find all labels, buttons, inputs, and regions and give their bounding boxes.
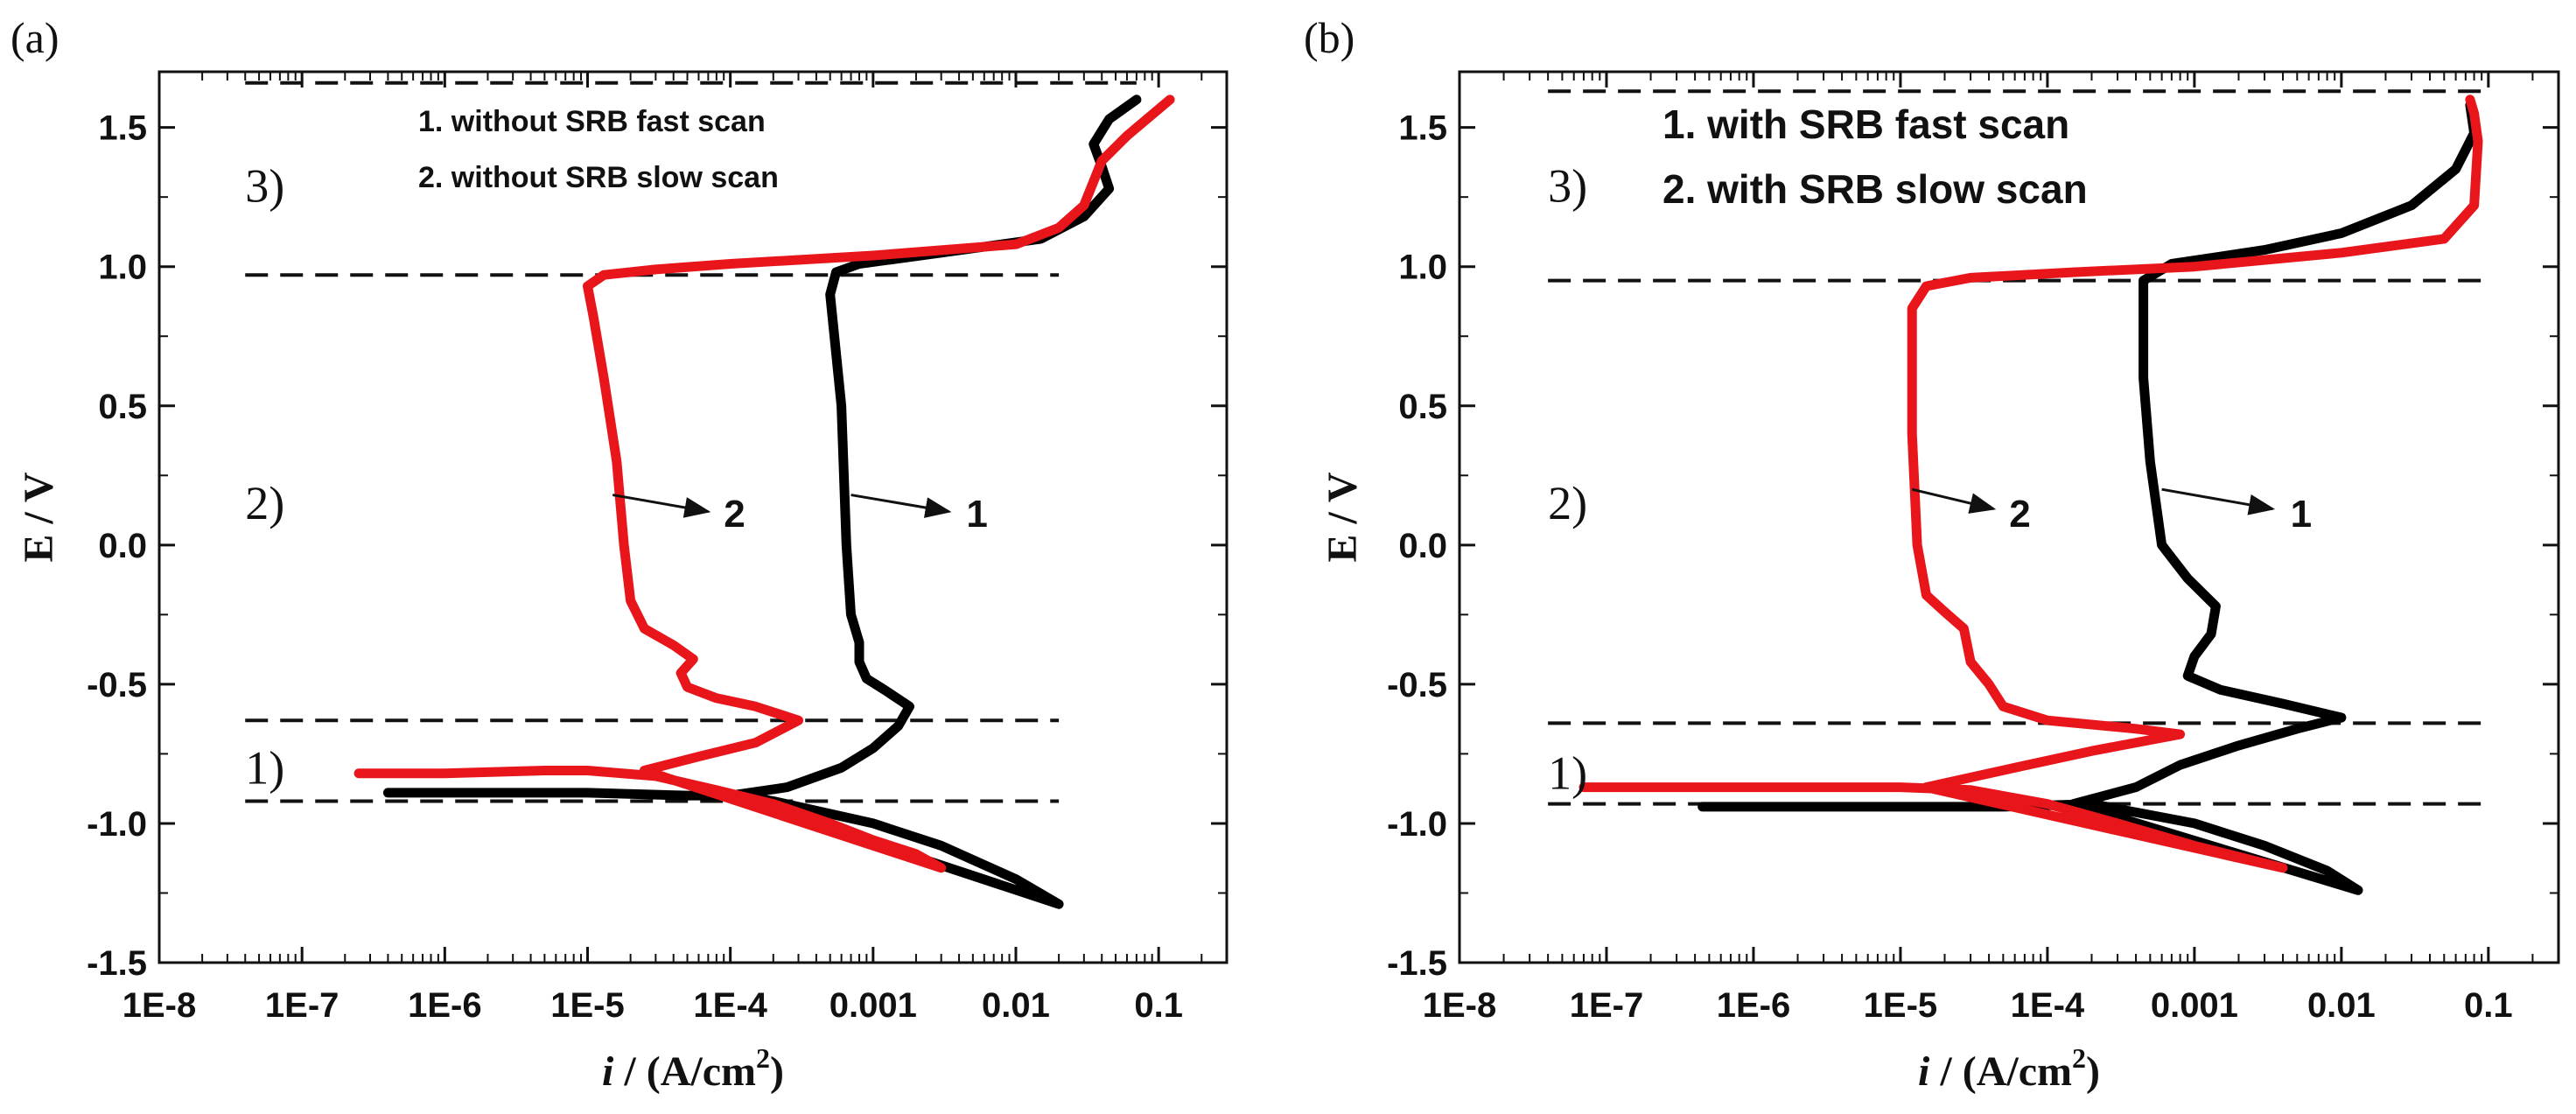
x-tick-label: 1E-7 [265,986,340,1025]
region-label: 3) [245,159,284,212]
y-tick-label: 0.0 [98,527,147,565]
y-tick-label: 1.0 [98,249,147,287]
x-axis-title-units: / (A/cm [613,1048,756,1095]
y-tick-label: -1.0 [1387,805,1447,844]
y-tick-label: 1.5 [1398,109,1447,148]
x-tick-label: 1E-8 [122,986,197,1025]
series-2-curve [1578,95,2483,873]
x-tick-label: 1E-6 [408,986,482,1025]
x-axis-title: i / (A/cm2) [602,1042,784,1095]
annotation-arrow [1911,487,1997,514]
plot-frame [158,70,1228,964]
plot-frame [1458,70,2560,964]
annotation-arrow [850,494,952,518]
x-tick-label: 1E-5 [550,986,625,1025]
annotation-arrow [612,494,711,518]
x-tick-label: 1E-7 [1570,986,1644,1025]
legend-entry: 1. without SRB fast scan [418,105,766,138]
region-label: 3) [1548,159,1587,212]
annotation-arrow [2161,487,2276,515]
x-tick-label: 0.1 [1134,986,1183,1025]
x-axis-title-close: ) [770,1048,784,1095]
panel-label: (b) [1304,13,1354,62]
x-axis-title-symbol: i [1918,1048,1930,1095]
x-tick-label: 1E-5 [1864,986,1938,1025]
y-tick-label: 0.0 [1398,527,1447,565]
x-tick-label: 0.001 [2151,986,2238,1025]
y-tick-label: 1.0 [1398,249,1447,287]
annotation-label: 2 [2009,493,2030,536]
y-tick-label: 0.5 [98,388,147,426]
y-tick-label: 0.5 [1398,388,1447,426]
legend-entry: 1. with SRB fast scan [1662,102,2069,147]
annotation-label: 1 [966,493,987,536]
series-1-curve [1698,100,2480,895]
x-tick-label: 1E-4 [693,986,767,1025]
x-tick-label: 0.1 [2464,986,2513,1025]
region-label: 1) [1548,747,1587,800]
x-axis-title-superscript: 2 [2072,1042,2086,1074]
annotation-label: 2 [724,493,745,536]
x-axis-title-units: / (A/cm [1929,1048,2072,1095]
x-axis-title: i / (A/cm2) [1918,1042,2100,1095]
x-tick-label: 1E-6 [1717,986,1791,1025]
y-axis-title: E / V [16,472,62,562]
region-label: 2) [245,477,284,529]
y-tick-label: -0.5 [1387,666,1447,704]
x-tick-label: 1E-4 [2011,986,2085,1025]
x-axis-title-symbol: i [602,1048,614,1095]
series-2-curve [354,95,1175,873]
region-label: 2) [1548,477,1587,529]
y-tick-label: -1.0 [87,805,147,844]
x-axis-title-superscript: 2 [756,1042,770,1074]
x-tick-label: 0.01 [982,986,1050,1025]
region-label: 1) [245,741,284,794]
chart-panel-a: 1E-8 1E-7 1E-6 1E-5 1E-4 0.001 0.01 0.11.51.00.… [10,13,1228,1095]
chart-panel-b: 1E-8 1E-7 1E-6 1E-5 1E-4 0.001 0.01 0.11.51.00.… [1304,13,2560,1095]
x-axis-title-close: ) [2086,1048,2100,1095]
y-tick-label: -0.5 [87,666,147,704]
y-tick-label: 1.5 [98,109,147,148]
x-tick-label: 0.01 [2307,986,2376,1025]
series-1-curve [382,95,1142,909]
legend-entry: 2. without SRB slow scan [418,161,779,194]
legend-entry: 2. with SRB slow scan [1662,166,2088,212]
panel-label: (a) [10,13,60,62]
y-tick-label: -1.5 [87,944,147,983]
x-tick-label: 1E-8 [1423,986,1497,1025]
y-tick-label: -1.5 [1387,944,1447,983]
annotation-label: 1 [2291,493,2312,536]
x-tick-label: 0.001 [830,986,917,1025]
y-axis-title: E / V [1320,472,1366,562]
